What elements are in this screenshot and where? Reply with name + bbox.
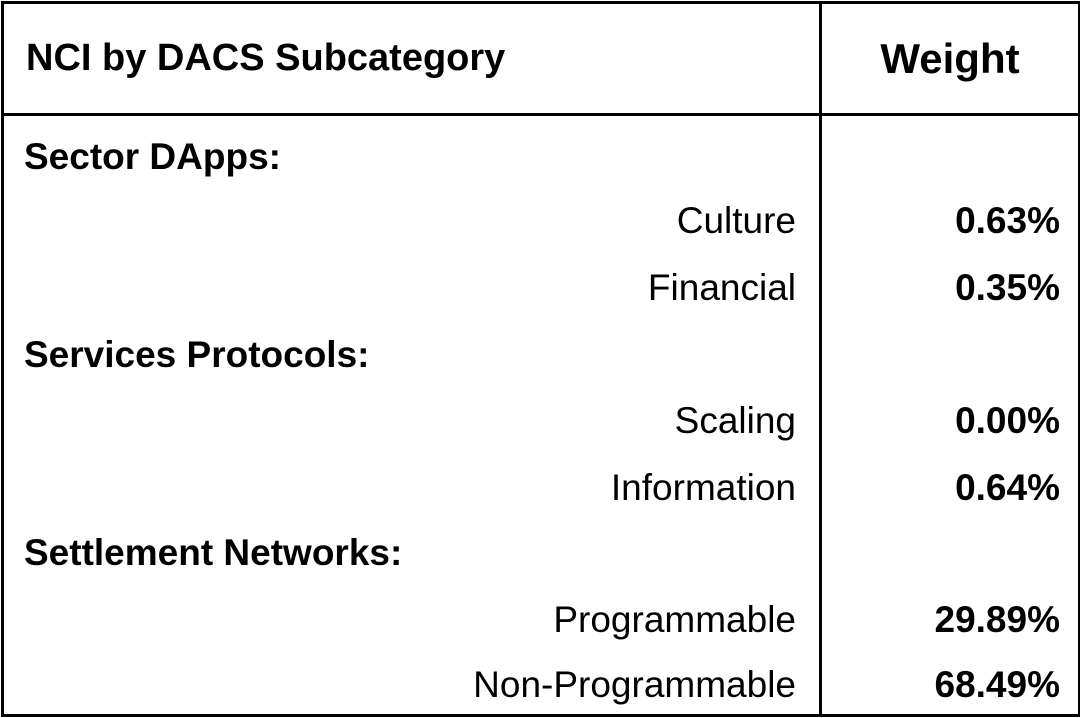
subcategory-name: Non-Programmable: [473, 664, 796, 705]
weight-value: 0.64%: [955, 467, 1060, 508]
header-category: NCI by DACS Subcategory: [26, 37, 506, 79]
weight-value: 0.63%: [955, 200, 1060, 241]
subcategory-name: Information: [610, 467, 796, 508]
weight-value: 68.49%: [934, 664, 1061, 705]
table-row: Scaling 0.00%: [4, 388, 1078, 454]
table-row: Non-Programmable 68.49%: [4, 652, 1078, 718]
group-label: Services Protocols:: [24, 334, 370, 375]
subcategory-name: Culture: [676, 200, 796, 241]
subcategory-name: Programmable: [553, 599, 796, 640]
column-divider: [819, 4, 822, 714]
weight-value: 0.35%: [955, 267, 1060, 308]
header-weight: Weight: [880, 34, 1020, 82]
table-row: Culture 0.63%: [4, 188, 1078, 254]
weight-value: 29.89%: [934, 599, 1061, 640]
group-label: Settlement Networks:: [24, 532, 403, 573]
group-row: Settlement Networks:: [4, 520, 1078, 586]
subcategory-name: Scaling: [674, 400, 796, 441]
header-divider: [4, 113, 1078, 116]
group-label: Sector DApps:: [24, 136, 281, 177]
weight-value: 0.00%: [955, 400, 1060, 441]
group-row: Services Protocols:: [4, 322, 1078, 388]
group-row: Sector DApps:: [4, 124, 1078, 190]
table-row: Financial 0.35%: [4, 255, 1078, 321]
table-row: Programmable 29.89%: [4, 587, 1078, 653]
subcategory-name: Financial: [647, 267, 796, 308]
table-row: Information 0.64%: [4, 455, 1078, 521]
